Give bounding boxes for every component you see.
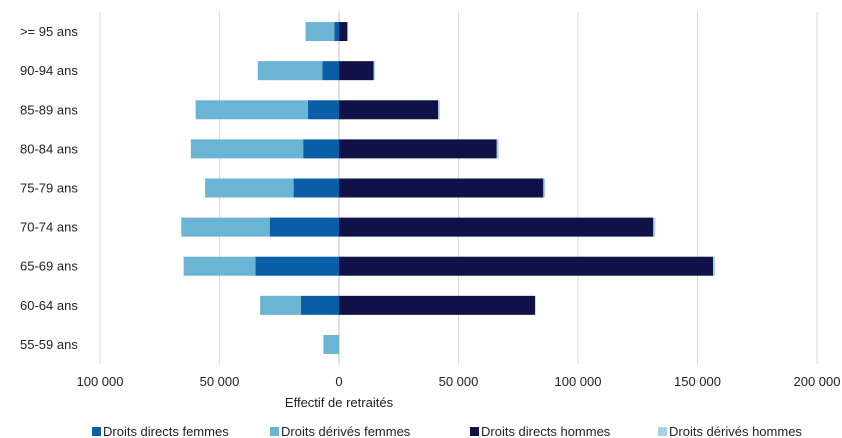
bar	[255, 256, 339, 276]
x-tick-label: 100 000	[555, 374, 602, 389]
legend-label: Droits directs hommes	[481, 424, 611, 438]
bars	[181, 22, 715, 354]
bar	[653, 217, 656, 237]
bar	[269, 217, 339, 237]
x-tick-label: 50 000	[439, 374, 479, 389]
bar	[347, 22, 349, 42]
bar	[305, 22, 335, 42]
bar	[300, 295, 339, 315]
bar	[260, 295, 301, 315]
bar	[339, 295, 535, 315]
x-axis-title: Effectif de retraités	[285, 395, 394, 410]
bar	[303, 139, 339, 159]
y-tick-label: 70-74 ans	[20, 220, 78, 235]
y-tick-label: 75-79 ans	[20, 181, 78, 196]
bar	[438, 100, 440, 120]
bar	[181, 217, 270, 237]
legend-label: Droits dérivés femmes	[281, 424, 411, 438]
bar	[257, 61, 323, 81]
bar	[496, 139, 499, 159]
legend: Droits directs femmes Droits dérivés femm…	[92, 424, 802, 438]
legend-swatch	[470, 427, 479, 436]
x-axis-labels: 100 000 50 000 0 50 000 100 000 150 000 200 00…	[77, 374, 841, 389]
x-tick-label: 150 000	[674, 374, 721, 389]
x-tick-label: 100 000	[77, 374, 124, 389]
bar	[334, 22, 339, 42]
bar	[205, 178, 294, 198]
bar	[534, 295, 536, 315]
x-tick-label: 200 000	[794, 374, 841, 389]
bar	[195, 100, 308, 120]
y-tick-label: 90-94 ans	[20, 63, 78, 78]
bar	[323, 334, 339, 354]
y-tick-label: 80-84 ans	[20, 141, 78, 156]
legend-label: Droits directs femmes	[103, 424, 229, 438]
bar	[339, 61, 374, 81]
x-tick-label: 50 000	[200, 374, 240, 389]
bar	[543, 178, 546, 198]
y-tick-label: >= 95 ans	[20, 24, 78, 39]
bar	[307, 100, 339, 120]
legend-swatch	[92, 427, 101, 436]
bar	[713, 256, 715, 276]
bar	[339, 22, 348, 42]
bar	[293, 178, 339, 198]
bar	[183, 256, 256, 276]
legend-swatch	[270, 427, 279, 436]
x-tick-label: 0	[335, 374, 342, 389]
legend-label: Droits dérivés hommes	[669, 424, 802, 438]
bar	[339, 178, 544, 198]
y-axis-labels: >= 95 ans 90-94 ans 85-89 ans 80-84 ans 75-7…	[20, 24, 78, 352]
bar	[339, 139, 497, 159]
bar	[373, 61, 375, 81]
bar	[190, 139, 304, 159]
bar	[339, 100, 439, 120]
y-tick-label: 85-89 ans	[20, 102, 78, 117]
y-tick-label: 60-64 ans	[20, 298, 78, 313]
bar	[339, 217, 654, 237]
y-tick-label: 65-69 ans	[20, 259, 78, 274]
bar	[339, 256, 714, 276]
y-tick-label: 55-59 ans	[20, 337, 78, 352]
legend-swatch	[658, 427, 667, 436]
bar	[322, 61, 339, 81]
